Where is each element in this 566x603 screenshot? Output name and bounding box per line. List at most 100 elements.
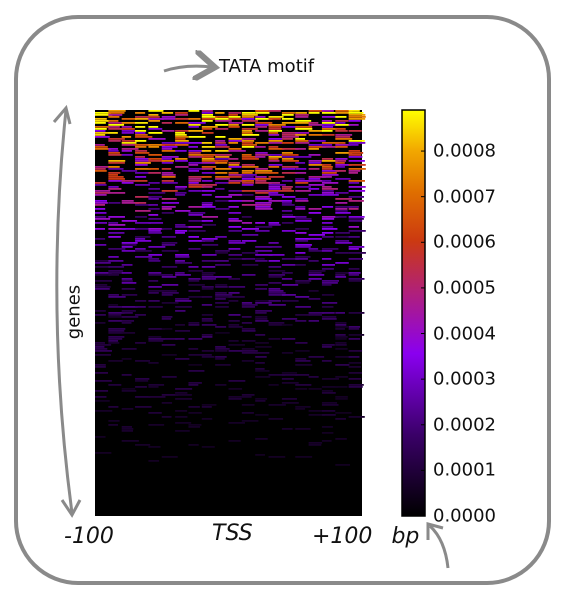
heatmap-cell [175, 224, 186, 226]
heatmap-cell [148, 254, 163, 256]
heatmap-cell [161, 130, 175, 132]
heatmap-cell [321, 188, 338, 190]
heatmap-cell [295, 246, 311, 248]
heatmap-cell [175, 300, 192, 302]
heatmap-cell [348, 386, 363, 388]
heatmap-cell [335, 336, 348, 338]
heatmap-cell [215, 142, 226, 144]
heatmap-cell [241, 222, 253, 224]
heatmap-cell [228, 182, 241, 184]
heatmap-cell [148, 272, 162, 274]
heatmap-cell [348, 124, 359, 126]
heatmap-cell [228, 292, 240, 294]
heatmap-cell [255, 284, 268, 286]
heatmap-cell [321, 392, 336, 394]
heatmap-cell [295, 112, 307, 114]
heatmap-cell [268, 274, 286, 276]
heatmap-cell [121, 154, 133, 156]
heatmap-cell [268, 158, 279, 160]
heatmap-cell [335, 252, 349, 254]
heatmap-cell [215, 276, 232, 278]
heatmap-cell [321, 426, 333, 428]
heatmap-cell [268, 176, 285, 178]
heatmap-cell [348, 180, 365, 182]
heatmap-cell [268, 338, 281, 340]
heatmap-cell [175, 158, 188, 160]
heatmap-cell [135, 238, 146, 240]
heatmap-cell [175, 254, 190, 256]
heatmap-cell [201, 244, 219, 246]
heatmap-cell [348, 154, 362, 156]
heatmap-cell [135, 222, 152, 224]
x-tick-label-right: +100 bp [312, 524, 419, 549]
heatmap-cell [228, 206, 239, 208]
heatmap-cell [348, 246, 365, 248]
heatmap-cell [228, 242, 246, 244]
heatmap-cell [121, 388, 136, 390]
heatmap-cell [148, 300, 160, 302]
heatmap-cell [308, 130, 323, 132]
heatmap-cell [295, 238, 310, 240]
heatmap-cell [281, 300, 299, 302]
heatmap-cell [148, 114, 159, 116]
heatmap-cell [281, 222, 294, 224]
heatmap-cell [95, 348, 108, 350]
heatmap-cell [175, 150, 187, 152]
heatmap-cell [295, 306, 311, 308]
heatmap-cell [95, 390, 109, 392]
heatmap-cell [241, 164, 255, 166]
heatmap-cell [175, 430, 190, 432]
heatmap-cell [121, 130, 138, 132]
heatmap-cell [348, 144, 359, 146]
heatmap-cell [95, 148, 112, 150]
heatmap-cell [121, 182, 134, 184]
heatmap-cell [335, 142, 346, 144]
heatmap-cell [348, 252, 366, 254]
heatmap-cell [175, 144, 189, 146]
heatmap-cell [108, 154, 122, 156]
heatmap-cell [348, 334, 365, 336]
heatmap-cell [255, 398, 268, 400]
heatmap-cell [295, 228, 310, 230]
heatmap-cell [148, 384, 165, 386]
heatmap-cell [228, 226, 242, 228]
heatmap-cell [308, 260, 319, 262]
heatmap-cell [241, 138, 256, 140]
heatmap-cell [161, 142, 175, 144]
heatmap-cell [321, 206, 334, 208]
heatmap-cell [188, 156, 205, 158]
heatmap-cell [201, 204, 213, 206]
heatmap-cell [188, 348, 199, 350]
heatmap-cell [148, 160, 165, 162]
heatmap-cell [188, 110, 200, 112]
heatmap-cell [121, 294, 138, 296]
heatmap-cell [148, 120, 161, 122]
heatmap-cell [161, 158, 172, 160]
heatmap-cell [335, 152, 353, 154]
heatmap-cell [268, 186, 281, 188]
heatmap-cell [188, 168, 206, 170]
heatmap-cell [295, 126, 313, 128]
heatmap-cell [121, 118, 137, 120]
heatmap-cell [215, 348, 230, 350]
heatmap-cell [95, 182, 106, 184]
heatmap-cell [335, 120, 349, 122]
heatmap-cell [108, 192, 126, 194]
heatmap-cell [335, 144, 351, 146]
heatmap-cell [108, 296, 126, 298]
heatmap-cell [321, 176, 332, 178]
heatmap-cell [268, 246, 282, 248]
heatmap-cell [335, 112, 350, 114]
heatmap-cell [121, 200, 134, 202]
heatmap-cell [308, 208, 322, 210]
heatmap-cell [335, 348, 348, 350]
heatmap-cell [228, 140, 245, 142]
heatmap-cell [201, 240, 214, 242]
heatmap-cell [321, 378, 340, 380]
heatmap-cell [335, 438, 347, 440]
heatmap-cell [215, 124, 229, 126]
heatmap-cell [268, 276, 283, 278]
heatmap-cell [348, 280, 362, 282]
heatmap-cell [255, 346, 272, 348]
